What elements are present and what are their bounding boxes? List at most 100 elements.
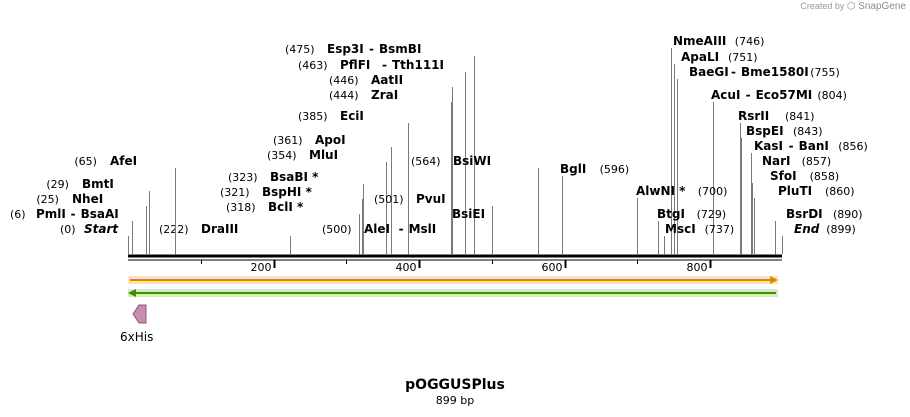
credit-brand: SnapGene	[858, 1, 906, 12]
site-btgi[interactable]: BtgI (729)	[657, 207, 726, 254]
site-bsrdi-position: (890)	[833, 208, 863, 221]
site-aatii-name[interactable]: AatII	[371, 73, 403, 87]
site-nmeaiii[interactable]: NmeAIII (746)	[671, 34, 765, 254]
site-alei-alt-name[interactable]: MslI	[409, 222, 437, 236]
site-apoi-position: (361)	[273, 134, 303, 147]
ruler: 200 400 600 800	[201, 260, 712, 274]
site-msci-name[interactable]: MscI	[665, 222, 696, 236]
orf-forward[interactable]	[128, 276, 778, 284]
site-pmli[interactable]: (6) PmlI - BsaAI	[10, 207, 133, 254]
site-mlui[interactable]: (354) MluI	[267, 148, 387, 254]
site-baegi-alt-name[interactable]: Bme1580I	[741, 65, 809, 79]
site-end-name[interactable]: End	[794, 222, 820, 236]
site-pluti[interactable]: PluTI (860)	[754, 184, 855, 254]
site-bspei-name[interactable]: BspEI	[746, 124, 784, 138]
site-baegi[interactable]: BaeGI - Bme1580I (755)	[677, 65, 840, 254]
site-nhei-name[interactable]: NheI	[72, 192, 103, 206]
site-acui-alt-name[interactable]: Eco57MI	[756, 88, 813, 102]
site-acui-position: (804)	[817, 89, 847, 102]
site-alei-name[interactable]: AleI	[364, 222, 390, 236]
feature-6xhis[interactable]: 6xHis	[120, 304, 153, 344]
site-alei[interactable]: (500) AleI - MslI	[322, 222, 493, 254]
site-nari-name[interactable]: NarI	[762, 154, 791, 168]
site-msci[interactable]: MscI (737)	[664, 222, 735, 254]
site-rsrii[interactable]: RsrII (841)	[738, 109, 815, 254]
site-start-position: (0)	[60, 223, 76, 236]
feature-arrow-icon	[132, 304, 147, 324]
site-bcli-name[interactable]: BclI *	[268, 200, 304, 214]
site-alei-dash: -	[399, 222, 404, 236]
site-pmli-position: (6)	[10, 208, 26, 221]
arrow-right-icon	[770, 276, 778, 284]
site-sfoi-name[interactable]: SfoI	[770, 169, 797, 183]
site-bspei[interactable]: BspEI (843)	[741, 124, 823, 254]
site-kasi-alt-name[interactable]: BanI	[799, 139, 829, 153]
site-nhei[interactable]: (25) NheI	[36, 192, 147, 254]
site-acui-dash: -	[746, 88, 751, 102]
site-bmti[interactable]: (29) BmtI	[46, 177, 150, 254]
site-nmeaiii-name[interactable]: NmeAIII	[673, 34, 726, 48]
site-zrai[interactable]: (444) ZraI	[329, 88, 452, 254]
site-pvui-name[interactable]: PvuI	[416, 192, 446, 206]
site-afei[interactable]: (65) AfeI	[74, 154, 176, 254]
site-end[interactable]: End (899)	[782, 222, 856, 254]
site-mlui-name[interactable]: MluI	[309, 148, 338, 162]
site-bgli-name[interactable]: BglI	[560, 162, 586, 176]
site-bmti-name[interactable]: BmtI	[82, 177, 114, 191]
site-bsiwi-name[interactable]: BsiWI	[453, 154, 491, 168]
site-kasi-name[interactable]: KasI	[754, 139, 783, 153]
site-drai-name[interactable]: DraIII	[201, 222, 238, 236]
site-ecii-position: (385)	[298, 110, 328, 123]
site-bsphi-name[interactable]: BspHI *	[262, 185, 313, 199]
site-nari-position: (857)	[802, 155, 832, 168]
site-baegi-name[interactable]: BaeGI	[689, 65, 729, 79]
site-bsiei-name[interactable]: BsiEI	[452, 207, 485, 221]
site-pflfi-alt-name[interactable]: Tth111I	[392, 58, 444, 72]
site-acui-name[interactable]: AcuI	[711, 88, 740, 102]
site-ecii-name[interactable]: EciI	[340, 109, 364, 123]
site-start-name[interactable]: Start	[84, 222, 119, 236]
site-bsiei[interactable]: BsiEI	[452, 207, 493, 254]
site-alwni[interactable]: AlwNI * (700)	[636, 184, 727, 254]
site-nari[interactable]: NarI (857)	[751, 154, 832, 254]
site-bsrdi[interactable]: BsrDI (890)	[775, 207, 863, 254]
site-zrai-name[interactable]: ZraI	[371, 88, 398, 102]
site-bgli[interactable]: BglI (596)	[560, 162, 629, 254]
site-esp3i-alt-name[interactable]: BsmBI	[379, 42, 421, 56]
site-start[interactable]: (0) Start	[60, 222, 129, 254]
site-aatii[interactable]: (446) AatII	[329, 73, 453, 254]
site-alwni-name[interactable]: AlwNI *	[636, 184, 686, 198]
site-pflfi-name[interactable]: PflFI	[340, 58, 370, 72]
site-sfoi[interactable]: SfoI (858)	[752, 169, 840, 254]
site-pmli-alt-name[interactable]: BsaAI	[81, 207, 119, 221]
site-bsabi-name[interactable]: BsaBI *	[270, 170, 319, 184]
site-pmli-dash: -	[71, 207, 76, 221]
site-esp3i-name[interactable]: Esp3I	[327, 42, 364, 56]
site-pmli-name[interactable]: PmlI	[36, 207, 66, 221]
site-btgi-position: (729)	[697, 208, 727, 221]
site-bsrdi-name[interactable]: BsrDI	[786, 207, 823, 221]
site-drai[interactable]: (222) DraIII	[159, 222, 291, 254]
site-apali-name[interactable]: ApaLI	[681, 50, 719, 64]
site-acui[interactable]: AcuI - Eco57MI (804)	[711, 88, 847, 254]
orf-reverse[interactable]	[128, 289, 778, 297]
site-apoi[interactable]: (361) ApoI	[273, 133, 392, 254]
site-bgli-position: (596)	[600, 163, 630, 176]
site-rsrii-name[interactable]: RsrII	[738, 109, 769, 123]
site-esp3i[interactable]: (475) Esp3I - BsmBI	[285, 42, 475, 254]
site-btgi-name[interactable]: BtgI	[657, 207, 685, 221]
site-nmeaiii-position: (746)	[735, 35, 765, 48]
site-bsabi[interactable]: (323) BsaBI *	[228, 170, 364, 254]
site-bsiwi[interactable]: (564) BsiWI	[411, 154, 539, 254]
site-apoi-name[interactable]: ApoI	[315, 133, 346, 147]
site-bcli[interactable]: (318) BclI *	[226, 200, 360, 254]
site-ecii[interactable]: (385) EciI	[298, 109, 409, 254]
site-end-position: (899)	[826, 223, 856, 236]
site-pflfi[interactable]: (463) PflFI - Tth111I	[298, 58, 466, 254]
site-afei-name[interactable]: AfeI	[110, 154, 137, 168]
arrow-left-icon	[128, 289, 136, 297]
site-bsphi[interactable]: (321) BspHI *	[220, 185, 363, 254]
site-pluti-name[interactable]: PluTI	[778, 184, 812, 198]
site-apali[interactable]: ApaLI (751)	[674, 50, 758, 254]
